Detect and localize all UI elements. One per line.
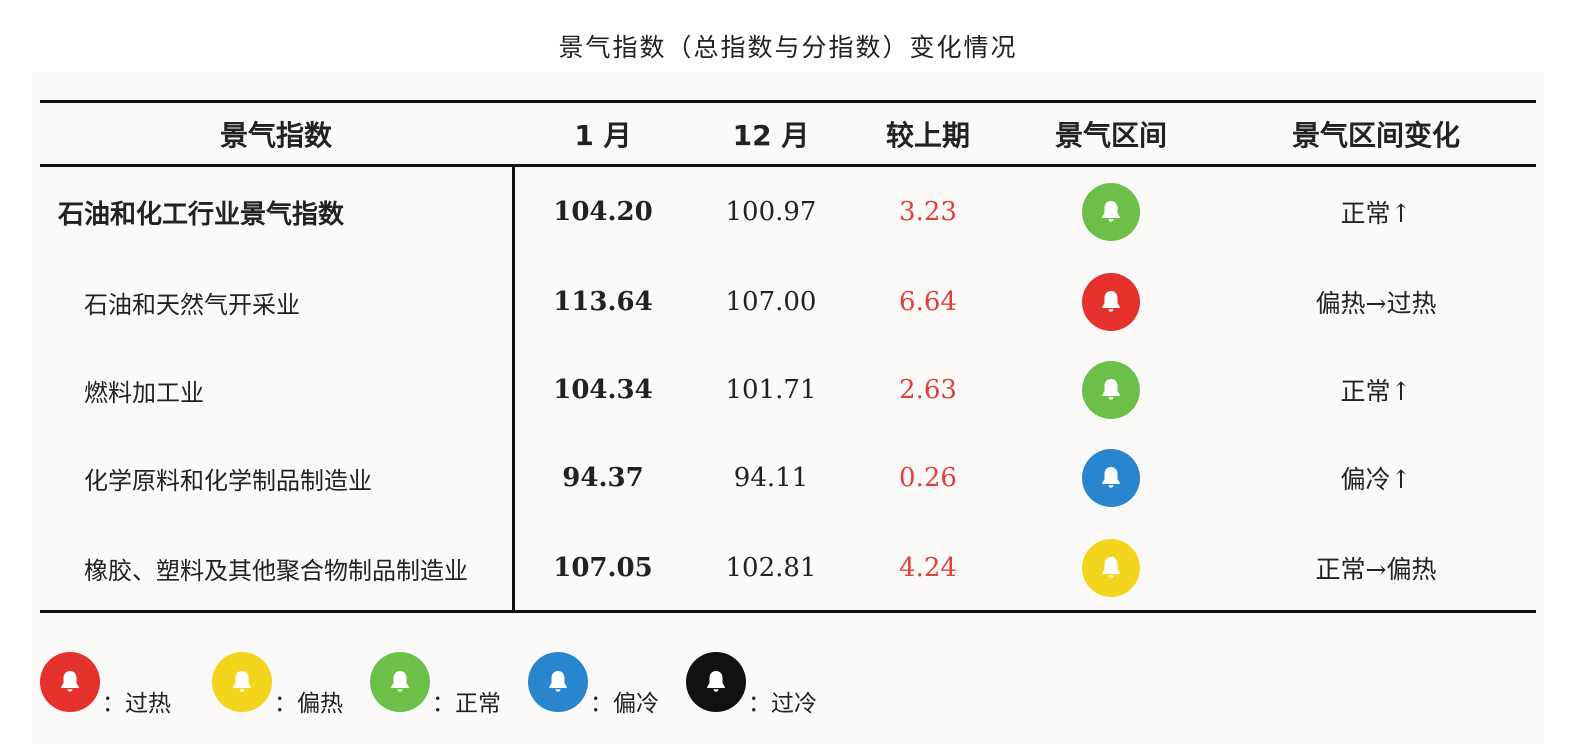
row-name: 化学原料和化学制品制造业 [84, 466, 372, 495]
interval-change: 正常↑ [1340, 377, 1412, 406]
interval-indicator [1031, 524, 1191, 612]
dec-value: 102.81 [725, 553, 817, 583]
bell-icon [707, 671, 725, 692]
table-top-rule [40, 100, 1536, 103]
interval-indicator [1031, 346, 1191, 434]
legend-label: ：过热 [102, 691, 171, 717]
jan-value: 94.37 [562, 463, 644, 493]
legend-item: ：正常 [370, 652, 501, 717]
dec-value: 94.11 [733, 463, 809, 493]
legend-label: ：偏冷 [590, 691, 659, 717]
bell-icon [391, 671, 409, 692]
name-column-divider [512, 167, 515, 610]
legend-item: ：偏热 [212, 652, 343, 717]
jan-value: 113.64 [553, 287, 653, 317]
interval-dot [1082, 273, 1140, 331]
legend-label: ：偏热 [274, 691, 343, 717]
legend-label: ：正常 [432, 691, 501, 717]
bell-icon [1102, 467, 1120, 488]
legend-dot [686, 652, 746, 712]
column-header: 1 月 [574, 118, 632, 152]
dec-value: 100.97 [725, 197, 817, 227]
change-value: 3.23 [899, 197, 957, 227]
bell-icon [233, 671, 251, 692]
legend-item: ：过热 [40, 652, 171, 717]
legend-item: ：过冷 [686, 652, 817, 717]
row-name: 燃料加工业 [84, 378, 204, 407]
interval-change: 正常→偏热 [1315, 555, 1437, 584]
legend-dot [40, 652, 100, 712]
interval-change: 偏冷↑ [1340, 465, 1412, 494]
change-value: 6.64 [899, 287, 957, 317]
bell-icon [1102, 201, 1120, 222]
table-panel [32, 72, 1544, 744]
column-header: 景气区间变化 [1291, 118, 1460, 152]
change-value: 2.63 [899, 375, 957, 405]
legend-label: ：过冷 [748, 691, 817, 717]
column-header: 景气区间 [1054, 118, 1167, 152]
interval-change: 偏热→过热 [1315, 289, 1437, 318]
jan-value: 107.05 [553, 553, 653, 583]
bell-icon [549, 671, 567, 692]
jan-value: 104.34 [553, 375, 653, 405]
legend-dot [212, 652, 272, 712]
interval-change: 正常↑ [1340, 199, 1412, 228]
table-bottom-rule [40, 610, 1536, 613]
change-value: 4.24 [899, 553, 957, 583]
interval-dot [1082, 361, 1140, 419]
bell-icon [61, 671, 79, 692]
interval-dot [1082, 183, 1140, 241]
column-header: 景气指数 [219, 118, 332, 152]
row-name: 橡胶、塑料及其他聚合物制品制造业 [84, 556, 468, 585]
interval-dot [1082, 539, 1140, 597]
column-header: 12 月 [732, 118, 810, 152]
interval-indicator [1031, 258, 1191, 346]
jan-value: 104.20 [553, 197, 653, 227]
interval-indicator [1031, 434, 1191, 522]
bell-icon [1102, 379, 1120, 400]
interval-indicator [1031, 168, 1191, 256]
chart-title: 景气指数（总指数与分指数）变化情况 [558, 33, 1018, 62]
legend-dot [528, 652, 588, 712]
dec-value: 107.00 [725, 287, 817, 317]
change-value: 0.26 [899, 463, 957, 493]
row-name: 石油和化工行业景气指数 [58, 199, 345, 230]
dec-value: 101.71 [725, 375, 817, 405]
bell-icon [1102, 291, 1120, 312]
legend-item: ：偏冷 [528, 652, 659, 717]
bell-icon [1102, 557, 1120, 578]
header-bottom-rule [40, 164, 1536, 167]
legend-dot [370, 652, 430, 712]
row-name: 石油和天然气开采业 [84, 290, 300, 319]
interval-dot [1082, 449, 1140, 507]
column-header: 较上期 [885, 118, 970, 152]
